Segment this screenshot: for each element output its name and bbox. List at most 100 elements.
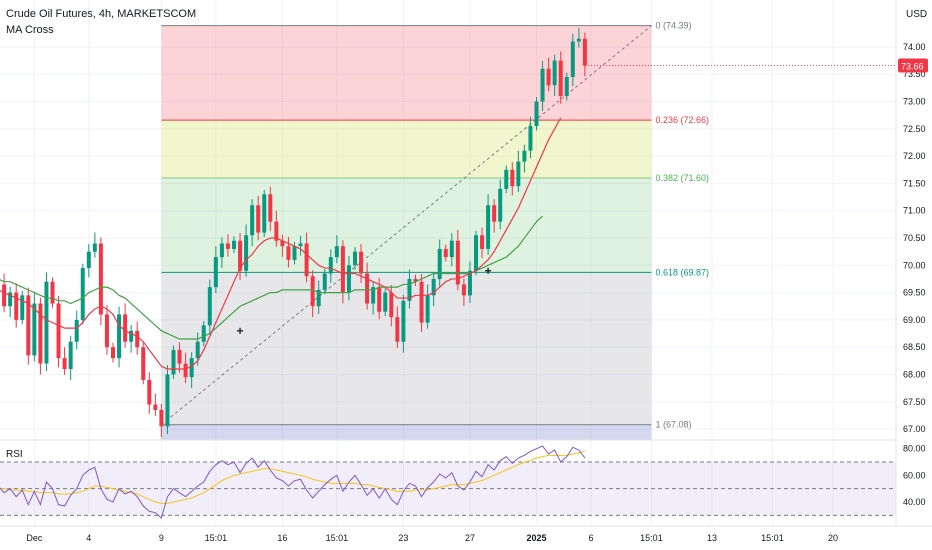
candle-body bbox=[322, 273, 327, 290]
last-price-tag bbox=[898, 58, 928, 73]
candle-body bbox=[316, 289, 321, 307]
candle-body bbox=[407, 278, 412, 301]
candle-body bbox=[159, 409, 164, 427]
y-tick-label: 67.00 bbox=[903, 424, 926, 434]
candle-body bbox=[280, 240, 285, 247]
candle-body bbox=[570, 41, 575, 77]
fib-level-label: 1 (67.08) bbox=[655, 420, 691, 430]
candle-body bbox=[516, 161, 521, 187]
x-tick-label: 23 bbox=[398, 533, 408, 543]
x-tick-label: 13 bbox=[707, 533, 717, 543]
candle-body bbox=[443, 248, 448, 258]
candle-body bbox=[147, 379, 152, 405]
candle-body bbox=[540, 68, 545, 102]
candle-body bbox=[86, 251, 91, 269]
candle-body bbox=[298, 243, 303, 247]
price-scale-bg bbox=[896, 0, 932, 550]
y-tick-label: 70.50 bbox=[903, 233, 926, 243]
rsi-tick-label: 80.00 bbox=[903, 444, 926, 454]
y-tick-label: 70.00 bbox=[903, 260, 926, 270]
candle-body bbox=[26, 295, 31, 356]
y-tick-label: 68.00 bbox=[903, 369, 926, 379]
candle-body bbox=[201, 325, 206, 342]
candle-body bbox=[38, 303, 43, 364]
y-tick-label: 73.00 bbox=[903, 97, 926, 107]
y-tick-label: 69.50 bbox=[903, 288, 926, 298]
candle-body bbox=[504, 169, 509, 189]
candle-body bbox=[546, 68, 551, 86]
y-tick-label: 74.00 bbox=[903, 42, 926, 52]
candle-body bbox=[455, 240, 460, 285]
rsi-ma-line bbox=[0, 450, 586, 504]
y-tick-label: 71.00 bbox=[903, 206, 926, 216]
candle-body bbox=[123, 314, 128, 342]
ma-slow-line bbox=[0, 215, 543, 340]
x-tick-label: 16 bbox=[277, 533, 287, 543]
candle-body bbox=[286, 246, 291, 260]
candle-body bbox=[232, 240, 236, 249]
candle-body bbox=[528, 126, 533, 151]
rsi-tick-label: 60.00 bbox=[903, 470, 926, 480]
candle-body bbox=[117, 314, 122, 359]
ma-fast-line bbox=[0, 117, 562, 370]
x-tick-label: Dec bbox=[26, 533, 43, 543]
candle-body bbox=[334, 246, 339, 258]
candle-body bbox=[98, 243, 103, 315]
x-tick-label: 27 bbox=[465, 533, 475, 543]
candle-body bbox=[449, 240, 454, 258]
candle-body bbox=[576, 38, 581, 42]
candle-body bbox=[310, 276, 315, 307]
candle-body bbox=[413, 278, 418, 282]
candle-body bbox=[371, 287, 376, 304]
candle-body bbox=[56, 303, 61, 359]
candle-body bbox=[365, 273, 370, 304]
candle-body bbox=[534, 101, 539, 127]
candle-body bbox=[92, 243, 97, 252]
candle-body bbox=[183, 363, 188, 378]
candle-body bbox=[582, 38, 587, 66]
candle-body bbox=[250, 205, 255, 236]
candle-body bbox=[564, 76, 569, 97]
candle-body bbox=[238, 240, 243, 271]
candle-body bbox=[32, 303, 37, 356]
y-tick-label: 72.50 bbox=[903, 124, 926, 134]
rsi-label: RSI bbox=[6, 449, 23, 460]
candle-body bbox=[8, 292, 13, 307]
candle-body bbox=[419, 281, 424, 323]
candle-body bbox=[262, 194, 267, 233]
rsi-line bbox=[0, 445, 586, 519]
candle-body bbox=[135, 330, 140, 348]
y-tick-label: 67.50 bbox=[903, 397, 926, 407]
candle-body bbox=[328, 257, 333, 274]
candle-body bbox=[62, 358, 67, 370]
candle-body bbox=[498, 188, 503, 222]
candle-body bbox=[129, 330, 134, 342]
candle-body bbox=[377, 287, 382, 312]
candle-body bbox=[480, 235, 485, 249]
x-tick-label: 15:01 bbox=[326, 533, 349, 543]
candle-body bbox=[165, 374, 170, 427]
candle-body bbox=[256, 205, 261, 233]
fib-level-label: 0.382 (71.60) bbox=[655, 173, 709, 183]
candle-body bbox=[171, 349, 176, 375]
fib-zone bbox=[161, 177, 652, 273]
x-tick-label: 2025 bbox=[526, 533, 546, 543]
candle-body bbox=[486, 205, 491, 249]
candle-body bbox=[510, 169, 515, 187]
candle-body bbox=[359, 251, 364, 274]
candle-body bbox=[219, 243, 224, 258]
fib-level-label: 0.236 (72.66) bbox=[655, 115, 709, 125]
indicator-label: MA Cross bbox=[6, 24, 54, 36]
candle-body bbox=[340, 246, 345, 293]
y-tick-label: 71.50 bbox=[903, 178, 926, 188]
candle-body bbox=[20, 295, 25, 320]
fib-zone bbox=[161, 424, 652, 440]
currency-label: USD bbox=[906, 9, 927, 20]
candle-body bbox=[552, 60, 557, 86]
candle-body bbox=[474, 235, 478, 271]
candle-body bbox=[353, 251, 357, 266]
candle-body bbox=[74, 319, 79, 342]
y-tick-label: 73.50 bbox=[903, 69, 926, 79]
x-tick-label: 15:01 bbox=[205, 533, 228, 543]
